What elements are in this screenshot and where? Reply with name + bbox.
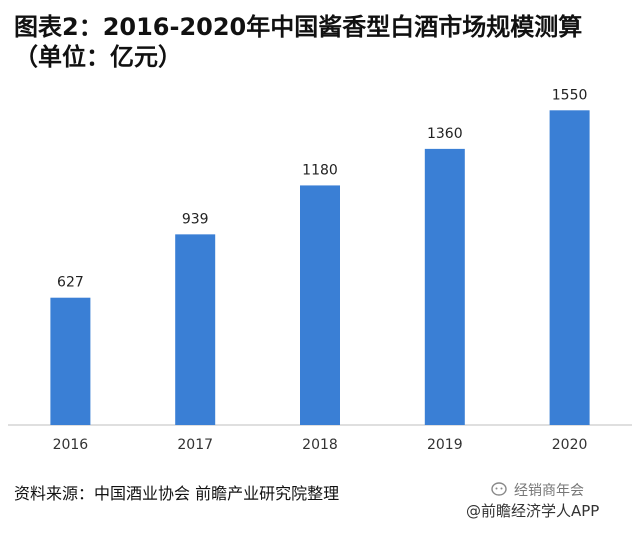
watermark-account: 经销商年会: [514, 483, 584, 499]
source-note: 资料来源：中国酒业协会 前瞻产业研究院整理: [14, 484, 340, 503]
data-label-2016: 627: [57, 275, 84, 291]
data-label-2019: 1360: [427, 126, 463, 142]
x-tick-label-2016: 2016: [53, 437, 89, 453]
wechat-bubble-icon: [491, 482, 507, 496]
x-tick-label-2017: 2017: [177, 437, 213, 453]
x-tick-label-2020: 2020: [552, 437, 588, 453]
bar-2018: [300, 185, 340, 425]
data-label-2018: 1180: [302, 162, 338, 178]
data-label-2017: 939: [182, 211, 209, 227]
chart-title: 图表2：2016-2020年中国酱香型白酒市场规模测算（单位：亿元）: [14, 13, 583, 71]
x-tick-label-2019: 2019: [427, 437, 463, 453]
x-tick-label-2018: 2018: [302, 437, 338, 453]
bar-2020: [549, 110, 590, 425]
bar-2016: [50, 297, 91, 425]
watermark-badge: @前瞻经济学人APP: [466, 502, 600, 520]
data-label-2020: 1550: [552, 87, 588, 103]
bar-2019: [424, 148, 465, 425]
bar-2017: [175, 234, 216, 425]
